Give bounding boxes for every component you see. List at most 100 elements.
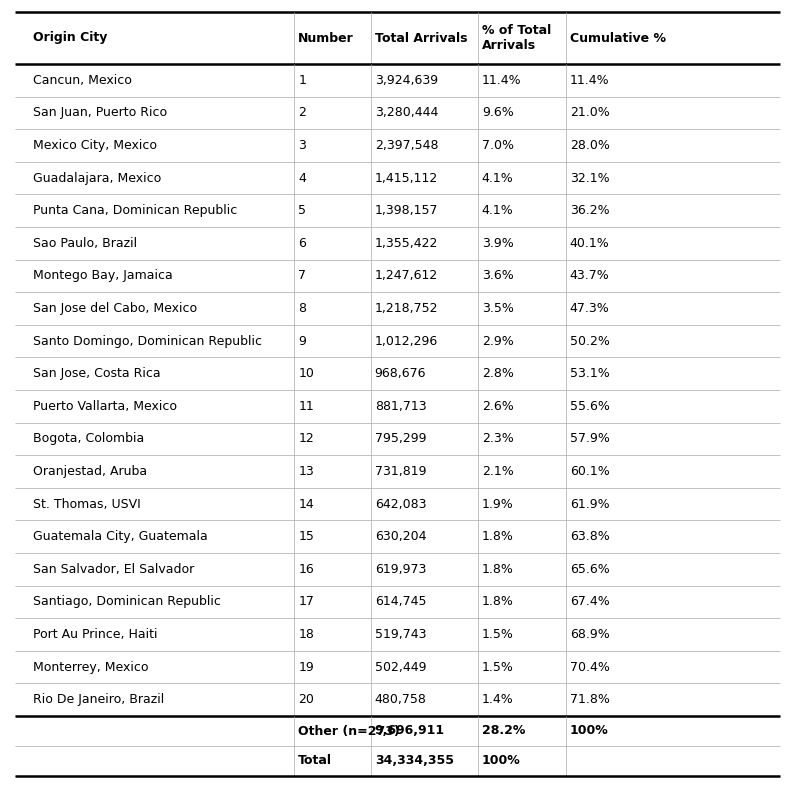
Text: 68.9%: 68.9% xyxy=(570,628,610,641)
Text: Santo Domingo, Dominican Republic: Santo Domingo, Dominican Republic xyxy=(33,334,262,348)
Text: San Juan, Puerto Rico: San Juan, Puerto Rico xyxy=(33,106,167,120)
Text: Sao Paulo, Brazil: Sao Paulo, Brazil xyxy=(33,237,137,249)
Text: Total Arrivals: Total Arrivals xyxy=(374,32,467,44)
Text: 32.1%: 32.1% xyxy=(570,172,610,185)
Text: 968,676: 968,676 xyxy=(374,367,426,380)
Text: 9,696,911: 9,696,911 xyxy=(374,725,445,737)
Text: Puerto Vallarta, Mexico: Puerto Vallarta, Mexico xyxy=(33,400,176,413)
Text: 1,247,612: 1,247,612 xyxy=(374,269,438,283)
Text: 731,819: 731,819 xyxy=(374,465,426,478)
Text: 7: 7 xyxy=(298,269,306,283)
Text: Guatemala City, Guatemala: Guatemala City, Guatemala xyxy=(33,530,207,543)
Text: % of Total
Arrivals: % of Total Arrivals xyxy=(482,24,551,52)
Text: 1,355,422: 1,355,422 xyxy=(374,237,438,249)
Text: 71.8%: 71.8% xyxy=(570,693,610,706)
Text: 100%: 100% xyxy=(482,755,521,767)
Text: 795,299: 795,299 xyxy=(374,432,426,445)
Text: 100%: 100% xyxy=(570,725,608,737)
Text: 15: 15 xyxy=(298,530,314,543)
Text: 3,924,639: 3,924,639 xyxy=(374,74,438,87)
Text: 4.1%: 4.1% xyxy=(482,204,514,217)
Text: 5: 5 xyxy=(298,204,306,217)
Text: 630,204: 630,204 xyxy=(374,530,426,543)
Text: 55.6%: 55.6% xyxy=(570,400,610,413)
Text: Rio De Janeiro, Brazil: Rio De Janeiro, Brazil xyxy=(33,693,164,706)
Text: 3.6%: 3.6% xyxy=(482,269,514,283)
Text: Santiago, Dominican Republic: Santiago, Dominican Republic xyxy=(33,596,221,608)
Text: Monterrey, Mexico: Monterrey, Mexico xyxy=(33,661,149,674)
Text: St. Thomas, USVI: St. Thomas, USVI xyxy=(33,497,141,511)
Text: 1.4%: 1.4% xyxy=(482,693,514,706)
Text: 12: 12 xyxy=(298,432,314,445)
Text: 57.9%: 57.9% xyxy=(570,432,610,445)
Text: 13: 13 xyxy=(298,465,314,478)
Text: 2.6%: 2.6% xyxy=(482,400,514,413)
Text: San Salvador, El Salvador: San Salvador, El Salvador xyxy=(33,563,194,576)
Text: 9: 9 xyxy=(298,334,306,348)
Text: 1.9%: 1.9% xyxy=(482,497,514,511)
Text: Bogota, Colombia: Bogota, Colombia xyxy=(33,432,144,445)
Text: Cumulative %: Cumulative % xyxy=(570,32,665,44)
Text: Cancun, Mexico: Cancun, Mexico xyxy=(33,74,132,87)
Text: 2.8%: 2.8% xyxy=(482,367,514,380)
Text: 43.7%: 43.7% xyxy=(570,269,610,283)
Text: 1.8%: 1.8% xyxy=(482,563,514,576)
Text: 3.5%: 3.5% xyxy=(482,302,514,315)
Text: 34,334,355: 34,334,355 xyxy=(374,755,454,767)
Text: Number: Number xyxy=(298,32,354,44)
Text: 61.9%: 61.9% xyxy=(570,497,610,511)
Text: 2: 2 xyxy=(298,106,306,120)
Text: 614,745: 614,745 xyxy=(374,596,426,608)
Text: 50.2%: 50.2% xyxy=(570,334,610,348)
Text: 19: 19 xyxy=(298,661,314,674)
Text: 502,449: 502,449 xyxy=(374,661,426,674)
Text: 70.4%: 70.4% xyxy=(570,661,610,674)
Text: 4.1%: 4.1% xyxy=(482,172,514,185)
Text: 881,713: 881,713 xyxy=(374,400,426,413)
Text: 1,218,752: 1,218,752 xyxy=(374,302,438,315)
Text: 36.2%: 36.2% xyxy=(570,204,610,217)
Text: 11.4%: 11.4% xyxy=(482,74,522,87)
Text: Mexico City, Mexico: Mexico City, Mexico xyxy=(33,139,157,152)
Text: 642,083: 642,083 xyxy=(374,497,426,511)
Text: 11.4%: 11.4% xyxy=(570,74,610,87)
Text: 2.3%: 2.3% xyxy=(482,432,514,445)
Text: 2,397,548: 2,397,548 xyxy=(374,139,438,152)
Text: 519,743: 519,743 xyxy=(374,628,426,641)
Text: Guadalajara, Mexico: Guadalajara, Mexico xyxy=(33,172,161,185)
Text: 1.5%: 1.5% xyxy=(482,661,514,674)
Text: 3.9%: 3.9% xyxy=(482,237,514,249)
Text: Other (n=273): Other (n=273) xyxy=(298,725,400,737)
Text: 47.3%: 47.3% xyxy=(570,302,610,315)
Text: 3,280,444: 3,280,444 xyxy=(374,106,438,120)
Text: Total: Total xyxy=(298,755,332,767)
Text: 7.0%: 7.0% xyxy=(482,139,514,152)
Text: 14: 14 xyxy=(298,497,314,511)
Text: 8: 8 xyxy=(298,302,306,315)
Text: 60.1%: 60.1% xyxy=(570,465,610,478)
Text: 11: 11 xyxy=(298,400,314,413)
Text: 4: 4 xyxy=(298,172,306,185)
Text: 65.6%: 65.6% xyxy=(570,563,610,576)
Text: 1.8%: 1.8% xyxy=(482,596,514,608)
Text: 1,415,112: 1,415,112 xyxy=(374,172,438,185)
Text: 3: 3 xyxy=(298,139,306,152)
Text: Punta Cana, Dominican Republic: Punta Cana, Dominican Republic xyxy=(33,204,237,217)
Text: San Jose, Costa Rica: San Jose, Costa Rica xyxy=(33,367,161,380)
Text: 1.8%: 1.8% xyxy=(482,530,514,543)
Text: 1,398,157: 1,398,157 xyxy=(374,204,438,217)
Text: 619,973: 619,973 xyxy=(374,563,426,576)
Text: Port Au Prince, Haiti: Port Au Prince, Haiti xyxy=(33,628,157,641)
Text: 63.8%: 63.8% xyxy=(570,530,610,543)
Text: 53.1%: 53.1% xyxy=(570,367,610,380)
Text: 2.1%: 2.1% xyxy=(482,465,514,478)
Text: San Jose del Cabo, Mexico: San Jose del Cabo, Mexico xyxy=(33,302,197,315)
Text: 1,012,296: 1,012,296 xyxy=(374,334,438,348)
Text: 18: 18 xyxy=(298,628,314,641)
Text: 17: 17 xyxy=(298,596,314,608)
Text: 6: 6 xyxy=(298,237,306,249)
Text: 67.4%: 67.4% xyxy=(570,596,610,608)
Text: 2.9%: 2.9% xyxy=(482,334,514,348)
Text: 16: 16 xyxy=(298,563,314,576)
Text: 480,758: 480,758 xyxy=(374,693,427,706)
